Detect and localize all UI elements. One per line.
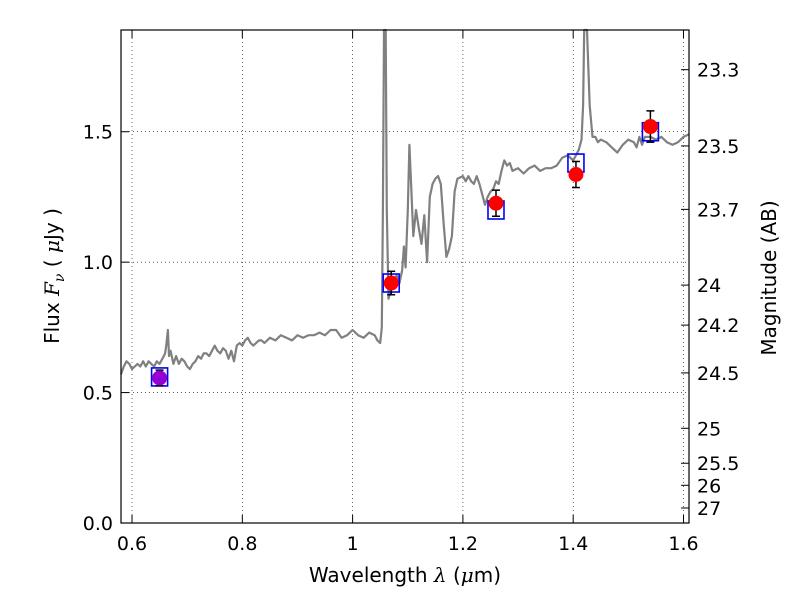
spectrum-line (119, 28, 690, 375)
observed-photometry-point (642, 119, 658, 135)
observed-photometry-point (568, 167, 584, 183)
spectrum-layer (119, 28, 690, 375)
y2-axis-label: Magnitude (AB) (757, 200, 781, 355)
x-tick-label: 1.4 (558, 533, 588, 555)
y2-tick-label: 23.5 (697, 136, 739, 158)
observed-photometry-point (152, 370, 168, 386)
plot-frame (120, 29, 690, 524)
y2-tick-label: 24.5 (697, 363, 739, 385)
observed-photometry-layer (152, 110, 658, 387)
y2-tick-label: 25.5 (697, 453, 739, 475)
y2-tick-label: 23.7 (697, 199, 739, 221)
y-tick-label: 0.0 (83, 513, 113, 535)
y2-tick-label: 24 (697, 275, 721, 297)
x-tick-label: 1.6 (668, 533, 698, 555)
x-axis-label: Wavelength λ (μm) (309, 563, 501, 587)
y2-tick-label: 24.2 (697, 315, 739, 337)
y2-tick-label: 26 (697, 475, 721, 497)
observed-photometry-point (488, 195, 504, 211)
y2-tick-label: 27 (697, 498, 721, 520)
x-tick-label: 0.6 (117, 533, 147, 555)
y-tick-label: 1.5 (83, 122, 113, 144)
y2-tick-label: 23.3 (697, 60, 739, 82)
ticks: 0.6 0.8 1 1.2 1.4 1.6 0.0 0.5 1.0 1.5 23.3 23.5 23.7… (83, 30, 739, 555)
y-tick-label: 0.5 (83, 383, 113, 405)
x-tick-label: 1 (347, 533, 359, 555)
observed-photometry-point (383, 275, 399, 291)
x-tick-label: 0.8 (227, 533, 257, 555)
x-tick-label: 1.2 (448, 533, 478, 555)
y2-tick-label: 25 (697, 418, 721, 440)
y-tick-label: 1.0 (83, 252, 113, 274)
y-axis-label: Flux Fν ( μJy ) (40, 208, 68, 344)
grid (121, 30, 689, 524)
